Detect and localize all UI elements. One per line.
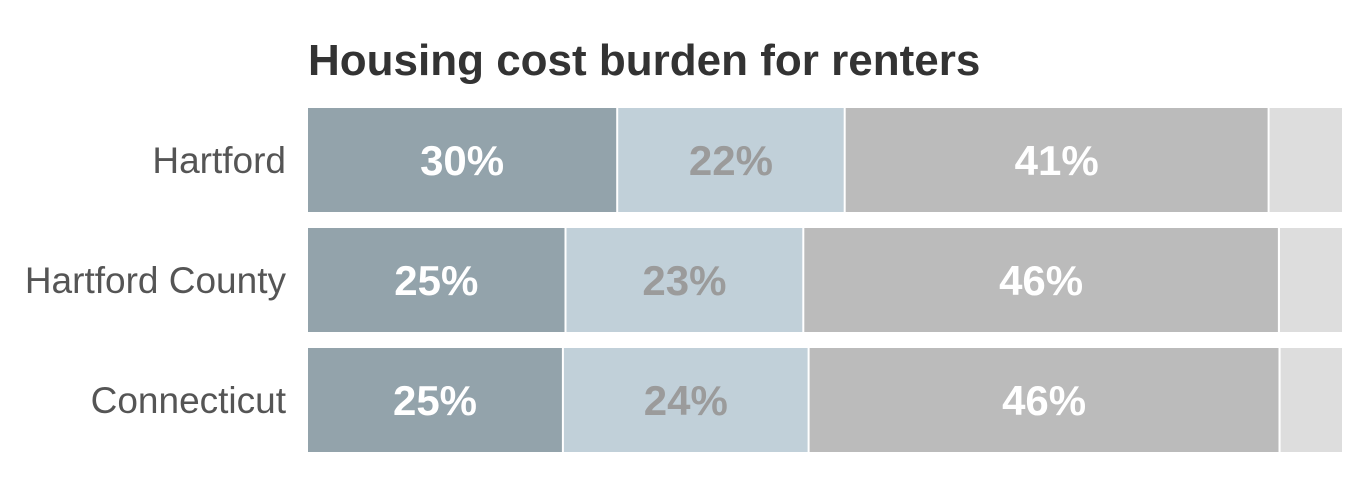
bar-segment xyxy=(563,348,808,452)
bar-group: 30% 22% 41% 25% 23% 46% 25% 24% 46% xyxy=(308,108,1342,452)
category-label-group: Hartford Hartford County Connecticut xyxy=(25,140,287,421)
data-label: 25% xyxy=(394,257,478,304)
data-label: 23% xyxy=(642,257,726,304)
data-label: 22% xyxy=(689,137,773,184)
bar-segment xyxy=(618,108,844,212)
category-label: Hartford xyxy=(152,140,286,181)
bar-segment xyxy=(308,348,562,452)
data-label: 46% xyxy=(999,257,1083,304)
category-label: Connecticut xyxy=(91,380,287,421)
bar-segment xyxy=(308,108,617,212)
data-label: 30% xyxy=(420,137,504,184)
bar-segment xyxy=(308,228,565,332)
bar-segment xyxy=(804,228,1278,332)
chart-title: Housing cost burden for renters xyxy=(308,36,980,85)
bar-segment xyxy=(1280,228,1342,332)
bar-segment xyxy=(1280,348,1342,452)
bar-segment xyxy=(1269,108,1342,212)
data-label: 25% xyxy=(393,377,477,424)
bar-segment xyxy=(566,228,803,332)
category-label: Hartford County xyxy=(25,260,287,301)
data-label: 46% xyxy=(1002,377,1086,424)
data-label: 41% xyxy=(1015,137,1099,184)
data-label: 24% xyxy=(644,377,728,424)
bar-segment xyxy=(845,108,1268,212)
bar-segment xyxy=(809,348,1279,452)
